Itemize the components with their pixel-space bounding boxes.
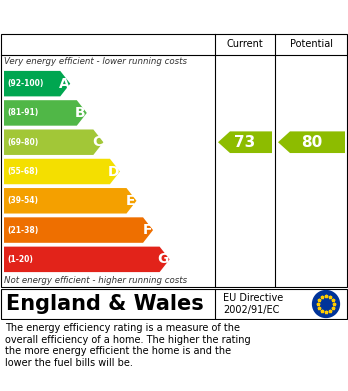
FancyArrow shape	[4, 188, 136, 213]
Text: Energy Efficiency Rating: Energy Efficiency Rating	[8, 9, 218, 24]
FancyArrow shape	[4, 129, 103, 155]
Text: (92-100): (92-100)	[7, 79, 44, 88]
Text: EU Directive
2002/91/EC: EU Directive 2002/91/EC	[223, 293, 283, 315]
Text: D: D	[108, 165, 119, 179]
Text: A: A	[58, 77, 69, 91]
Text: Current: Current	[227, 39, 263, 49]
Text: (81-91): (81-91)	[7, 108, 38, 117]
Text: Potential: Potential	[290, 39, 333, 49]
Text: E: E	[126, 194, 135, 208]
Text: Not energy efficient - higher running costs: Not energy efficient - higher running co…	[4, 276, 187, 285]
Text: England & Wales: England & Wales	[6, 294, 204, 314]
FancyArrow shape	[278, 131, 345, 153]
FancyArrow shape	[4, 217, 153, 243]
Text: (21-38): (21-38)	[7, 226, 38, 235]
Text: G: G	[157, 252, 168, 266]
Text: 80: 80	[301, 135, 322, 150]
Text: Very energy efficient - lower running costs: Very energy efficient - lower running co…	[4, 57, 187, 66]
Text: F: F	[143, 223, 152, 237]
FancyArrow shape	[4, 247, 169, 272]
Text: (1-20): (1-20)	[7, 255, 33, 264]
Text: (69-80): (69-80)	[7, 138, 38, 147]
FancyArrow shape	[4, 71, 70, 97]
Text: C: C	[92, 135, 102, 149]
FancyArrow shape	[218, 131, 272, 153]
Text: B: B	[75, 106, 86, 120]
Text: 73: 73	[234, 135, 256, 150]
FancyArrow shape	[4, 100, 87, 126]
Circle shape	[313, 291, 339, 317]
Text: (55-68): (55-68)	[7, 167, 38, 176]
Text: The energy efficiency rating is a measure of the
overall efficiency of a home. T: The energy efficiency rating is a measur…	[5, 323, 251, 368]
Text: (39-54): (39-54)	[7, 196, 38, 205]
FancyArrow shape	[4, 159, 120, 184]
